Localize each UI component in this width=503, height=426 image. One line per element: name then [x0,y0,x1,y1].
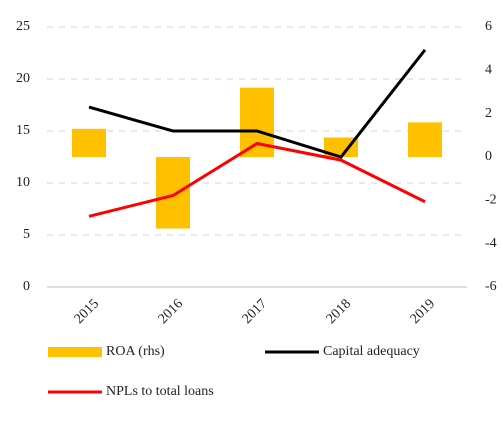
y2-tick-label: 4 [485,63,492,78]
legend-label: ROA (rhs) [106,344,165,359]
bar [324,137,358,157]
bar [408,122,442,157]
y2-tick-label: -4 [485,236,497,251]
line [88,48,427,159]
x-tick-label: 2018 [324,296,354,326]
y2-tick-label: 0 [485,149,492,164]
y-tick-label: 25 [16,19,30,34]
y-tick-label: 10 [16,175,30,190]
x-tick-label: 2015 [72,296,102,326]
legend-label: Capital adequacy [323,344,420,359]
y-tick-label: 20 [16,71,30,86]
line [88,141,426,218]
legend-label: NPLs to total loans [106,384,214,399]
x-tick-label: 2019 [408,296,438,326]
x-tick-label: 2016 [156,296,186,326]
y-tick-label: 5 [23,227,30,242]
legend-swatch [48,347,102,357]
x-tick-label: 2017 [240,296,270,326]
y2-tick-label: 2 [485,106,492,121]
y2-tick-label: 6 [485,19,492,34]
bar [72,128,106,157]
y-tick-label: 15 [16,123,30,138]
y2-tick-label: -6 [485,279,497,294]
bar [156,157,190,229]
y-tick-label: 0 [23,279,30,294]
y2-tick-label: -2 [485,193,497,208]
